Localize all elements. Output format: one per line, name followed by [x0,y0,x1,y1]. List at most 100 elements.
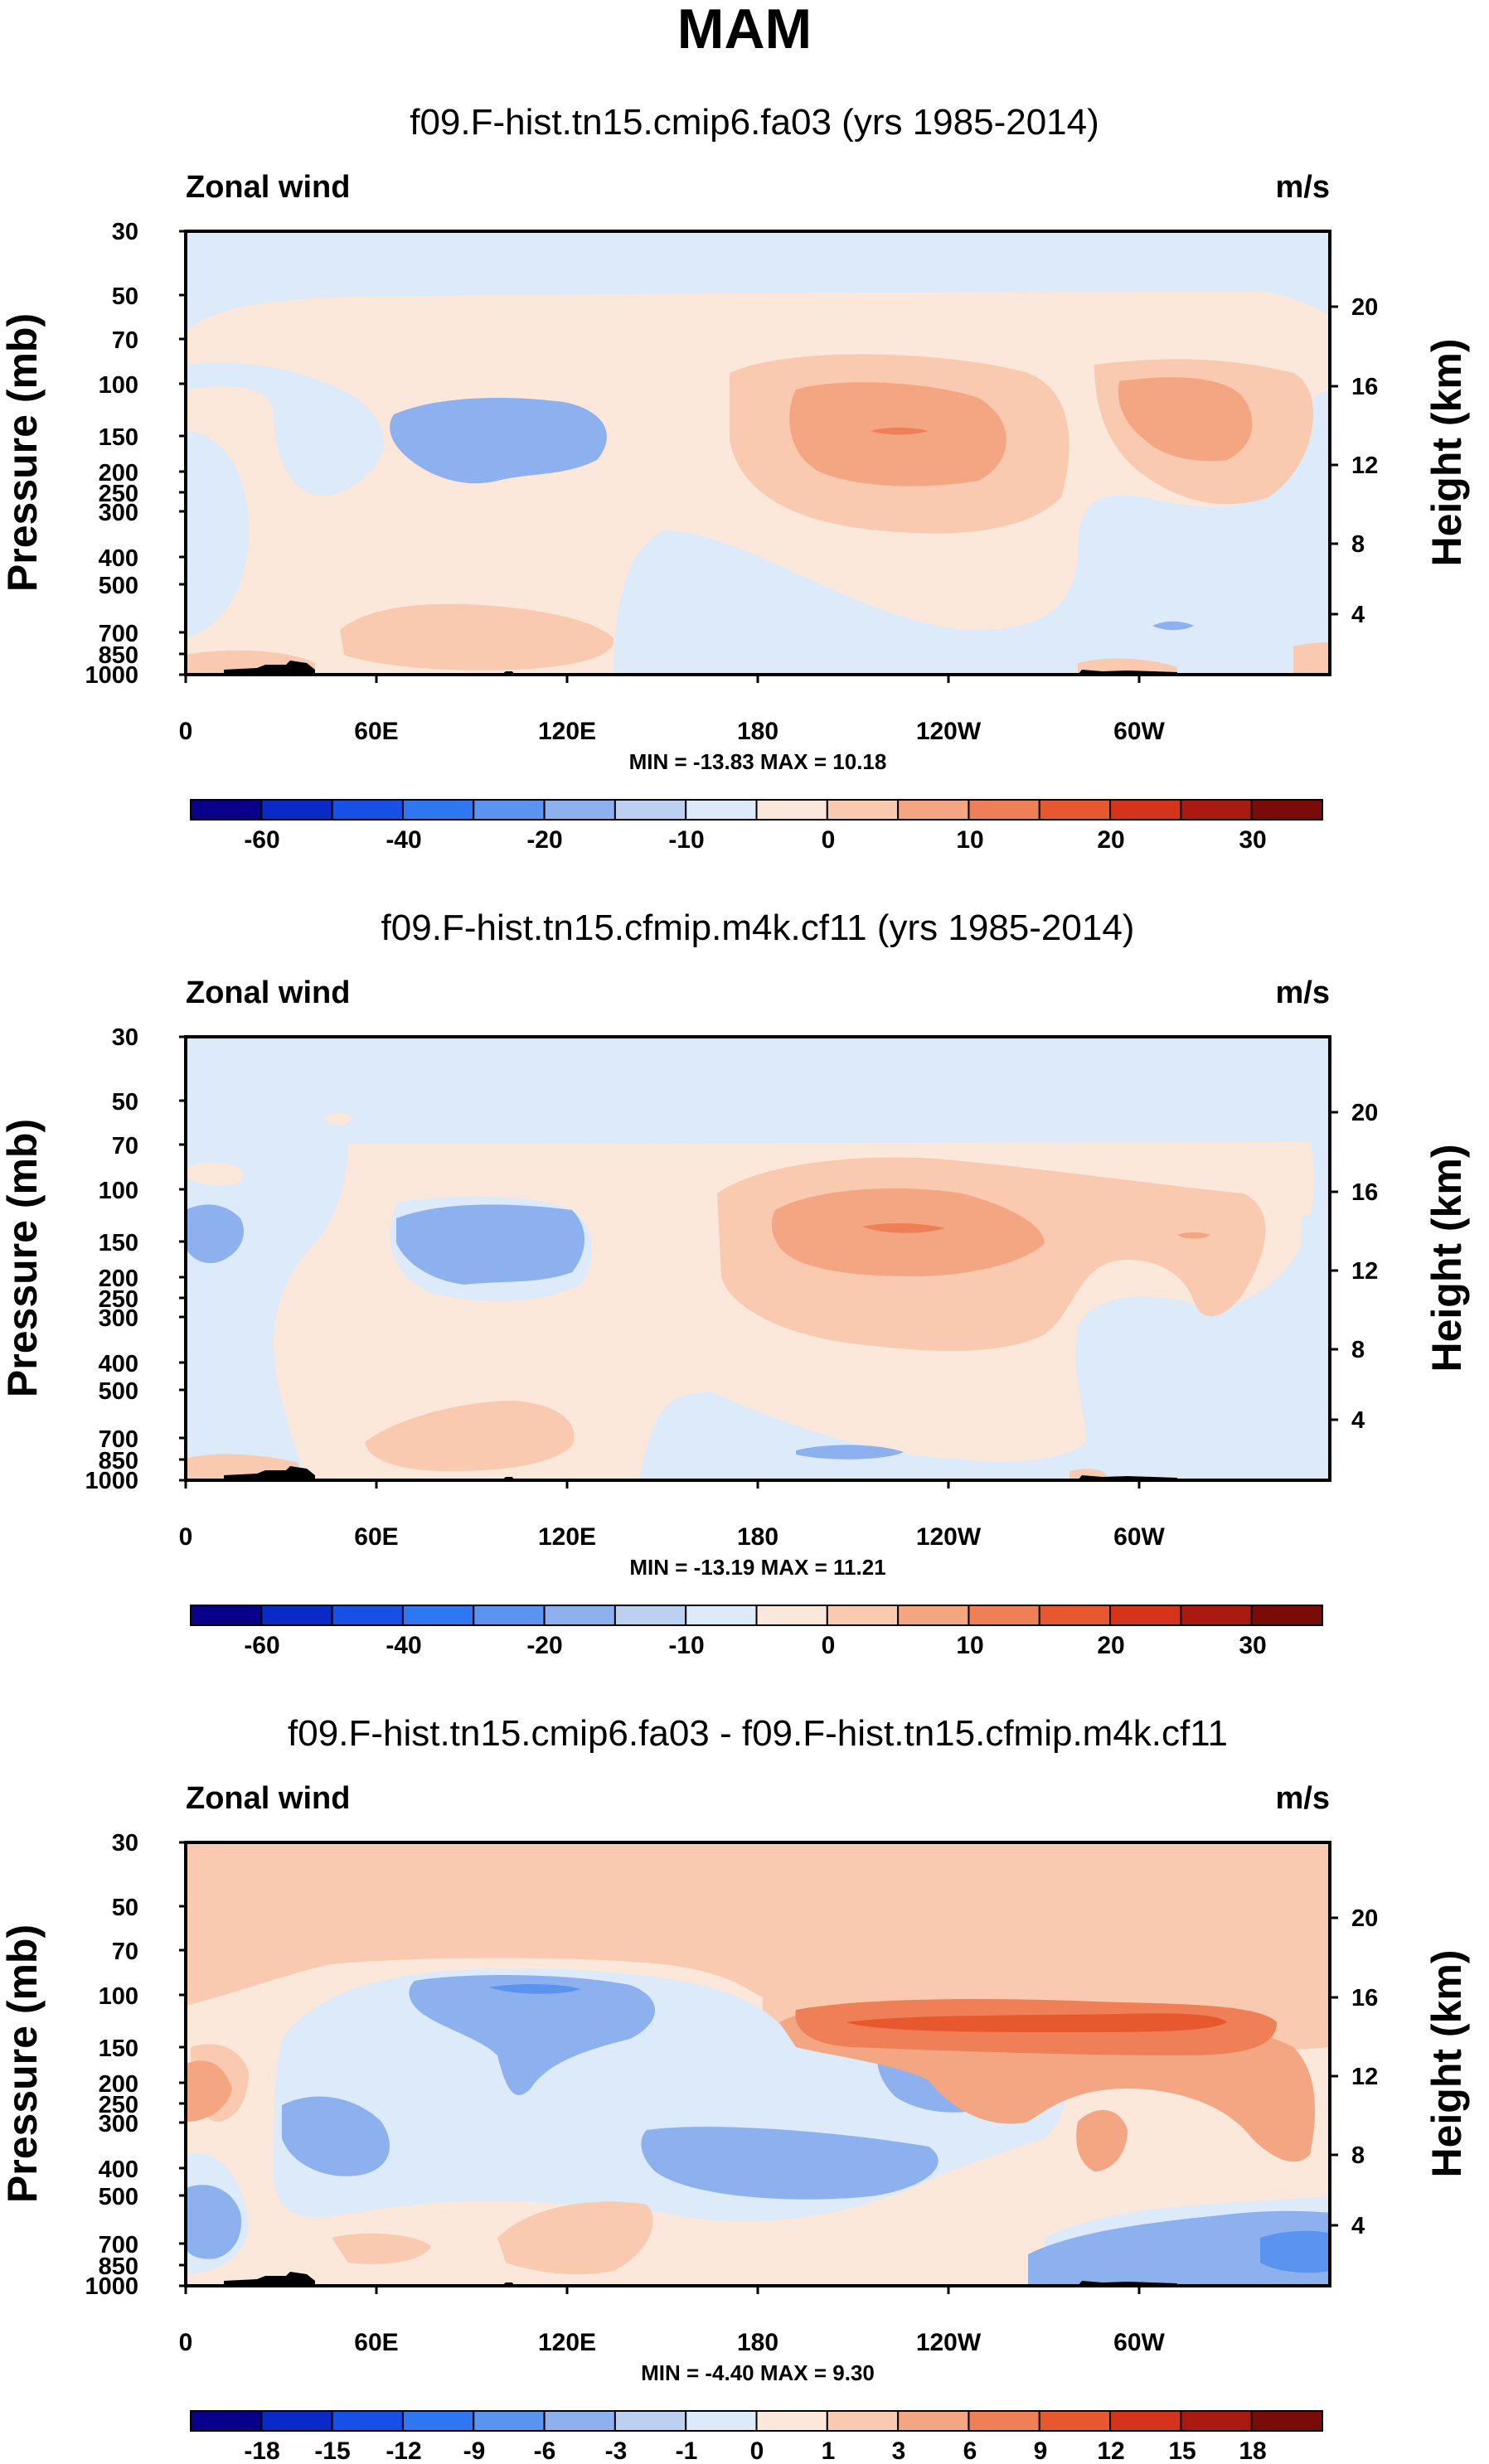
colorbar-box [473,2410,546,2432]
panel-1-y2-tick-labels: 20 16 12 8 4 [1351,294,1378,628]
y-tick-label: 300 [99,2111,138,2137]
figure-title: MAM [677,0,812,61]
colorbar-box [614,799,687,821]
colorbar-box [897,2410,970,2432]
y-tick-label: 250 [99,2092,138,2118]
panel-1-ylabel: Pressure (mb) [0,313,46,592]
panel-3-title: f09.F-hist.tn15.cmip6.fa03 - f09.F-hist.… [288,1713,1228,1754]
y-tick-label: 100 [99,372,138,399]
colorbar-label: 10 [956,826,983,854]
x-tick-label: 120W [916,2329,982,2356]
colorbar-box [968,1605,1040,1626]
y-tick-label: 100 [99,1178,138,1204]
panel-2: f09.F-hist.tn15.cfmip.m4k.cf11 (yrs 1985… [0,908,1470,1659]
colorbar-box [755,799,828,821]
y-tick-label: 200 [99,2071,138,2098]
colorbar-label: 1 [822,2437,836,2464]
y-tick-label: 400 [99,545,138,572]
colorbar-box [968,799,1040,821]
colorbar-box [260,1605,333,1626]
colorbar-label: 6 [963,2437,977,2464]
colorbar-box [685,2410,758,2432]
panel-3: f09.F-hist.tn15.cmip6.fa03 - f09.F-hist.… [0,1713,1470,2464]
y-tick-label: 100 [99,1983,138,2010]
colorbar-label: 20 [1097,826,1124,854]
x-tick-label: 180 [737,2329,778,2356]
panel-3-ylabel: Pressure (mb) [0,1924,46,2203]
y-tick-label: 70 [112,1939,138,1965]
y2-tick-label: 20 [1351,1905,1378,1932]
panel-1-contour-field [186,231,1330,675]
colorbar-box [331,2410,404,2432]
colorbar-box [1038,799,1112,821]
panel-2-y2label: Height (km) [1424,1145,1470,1372]
y-tick-label: 30 [112,1024,138,1051]
panel-1-y-tick-labels: 30 50 70 100 150 200 250 300 400 500 700… [85,219,138,689]
colorbar-label: 0 [750,2437,764,2464]
y2-tick-label: 8 [1351,2142,1365,2169]
y-tick-label: 1000 [85,2273,138,2300]
panel-2-y2-ticks [1330,1111,1338,1421]
colorbar-box [401,1605,475,1626]
y-tick-label: 700 [99,2232,138,2258]
colorbar-box [1250,2410,1323,2432]
colorbar-label: 15 [1168,2437,1196,2464]
panel-1-colorbar: -60 -40 -20 -10 0 10 20 30 [190,799,1323,854]
y-tick-label: 30 [112,219,138,245]
panel-2-y2-tick-labels: 20 16 12 8 4 [1351,1100,1378,1434]
panel-3-x-tick-labels: 0 60E 120E 180 120W 60W [179,2329,1166,2356]
colorbar-box [190,2410,263,2432]
colorbar-label: 10 [956,1632,983,1659]
y2-tick-label: 8 [1351,531,1365,558]
y-tick-label: 200 [99,1266,138,1292]
panel-2-ylabel: Pressure (mb) [0,1119,46,1397]
x-tick-label: 120E [538,2329,596,2356]
panel-2-contour-field [186,1037,1330,1480]
colorbar-box [685,799,758,821]
colorbar-box [260,799,333,821]
colorbar-box [614,1605,687,1626]
colorbar-box [826,799,900,821]
x-tick-label: 60W [1113,2329,1165,2356]
colorbar-box [260,2410,333,2432]
colorbar-box [401,2410,475,2432]
y-tick-label: 30 [112,1830,138,1856]
y2-tick-label: 12 [1351,2064,1378,2090]
y2-tick-label: 8 [1351,1337,1365,1363]
panel-1-title: f09.F-hist.tn15.cmip6.fa03 (yrs 1985-201… [410,102,1099,143]
y2-tick-label: 16 [1351,1179,1378,1206]
y-tick-label: 850 [99,2253,138,2280]
colorbar-label: 18 [1239,2437,1266,2464]
colorbar-label: 0 [822,1632,836,1659]
x-tick-label: 120E [538,1523,596,1551]
colorbar-box [543,799,616,821]
panel-2-y-tick-labels: 30 50 70 100 150 200 250 300 400 500 700… [85,1024,138,1494]
colorbar-box [897,799,970,821]
panel-1: f09.F-hist.tn15.cmip6.fa03 (yrs 1985-201… [0,102,1470,854]
x-tick-label: 60W [1113,1523,1165,1551]
colorbar-box [473,1605,546,1626]
panel-2-x-ticks [184,1480,1141,1489]
y-tick-label: 250 [99,481,138,507]
colorbar-label: -6 [534,2437,556,2464]
panel-3-y2-ticks [1330,1916,1338,2227]
colorbar-box [1038,2410,1112,2432]
colorbar-label: -15 [314,2437,350,2464]
y2-tick-label: 20 [1351,1100,1378,1126]
panel-1-y-ticks [179,230,186,676]
panel-2-title: f09.F-hist.tn15.cfmip.m4k.cf11 (yrs 1985… [381,908,1135,948]
x-tick-label: 120W [916,1523,982,1551]
y2-tick-label: 4 [1351,1407,1365,1434]
colorbar-label: 3 [892,2437,906,2464]
colorbar-label: 30 [1239,826,1266,854]
y-tick-label: 150 [99,1230,138,1256]
colorbar-box [685,1605,758,1626]
y2-tick-label: 12 [1351,453,1378,479]
colorbar-label: 12 [1097,2437,1124,2464]
x-tick-label: 120W [916,718,982,745]
y-tick-label: 150 [99,424,138,451]
colorbar-box [614,2410,687,2432]
y-tick-label: 300 [99,500,138,526]
x-tick-label: 180 [737,718,778,745]
panel-3-y-ticks [179,1841,186,2287]
